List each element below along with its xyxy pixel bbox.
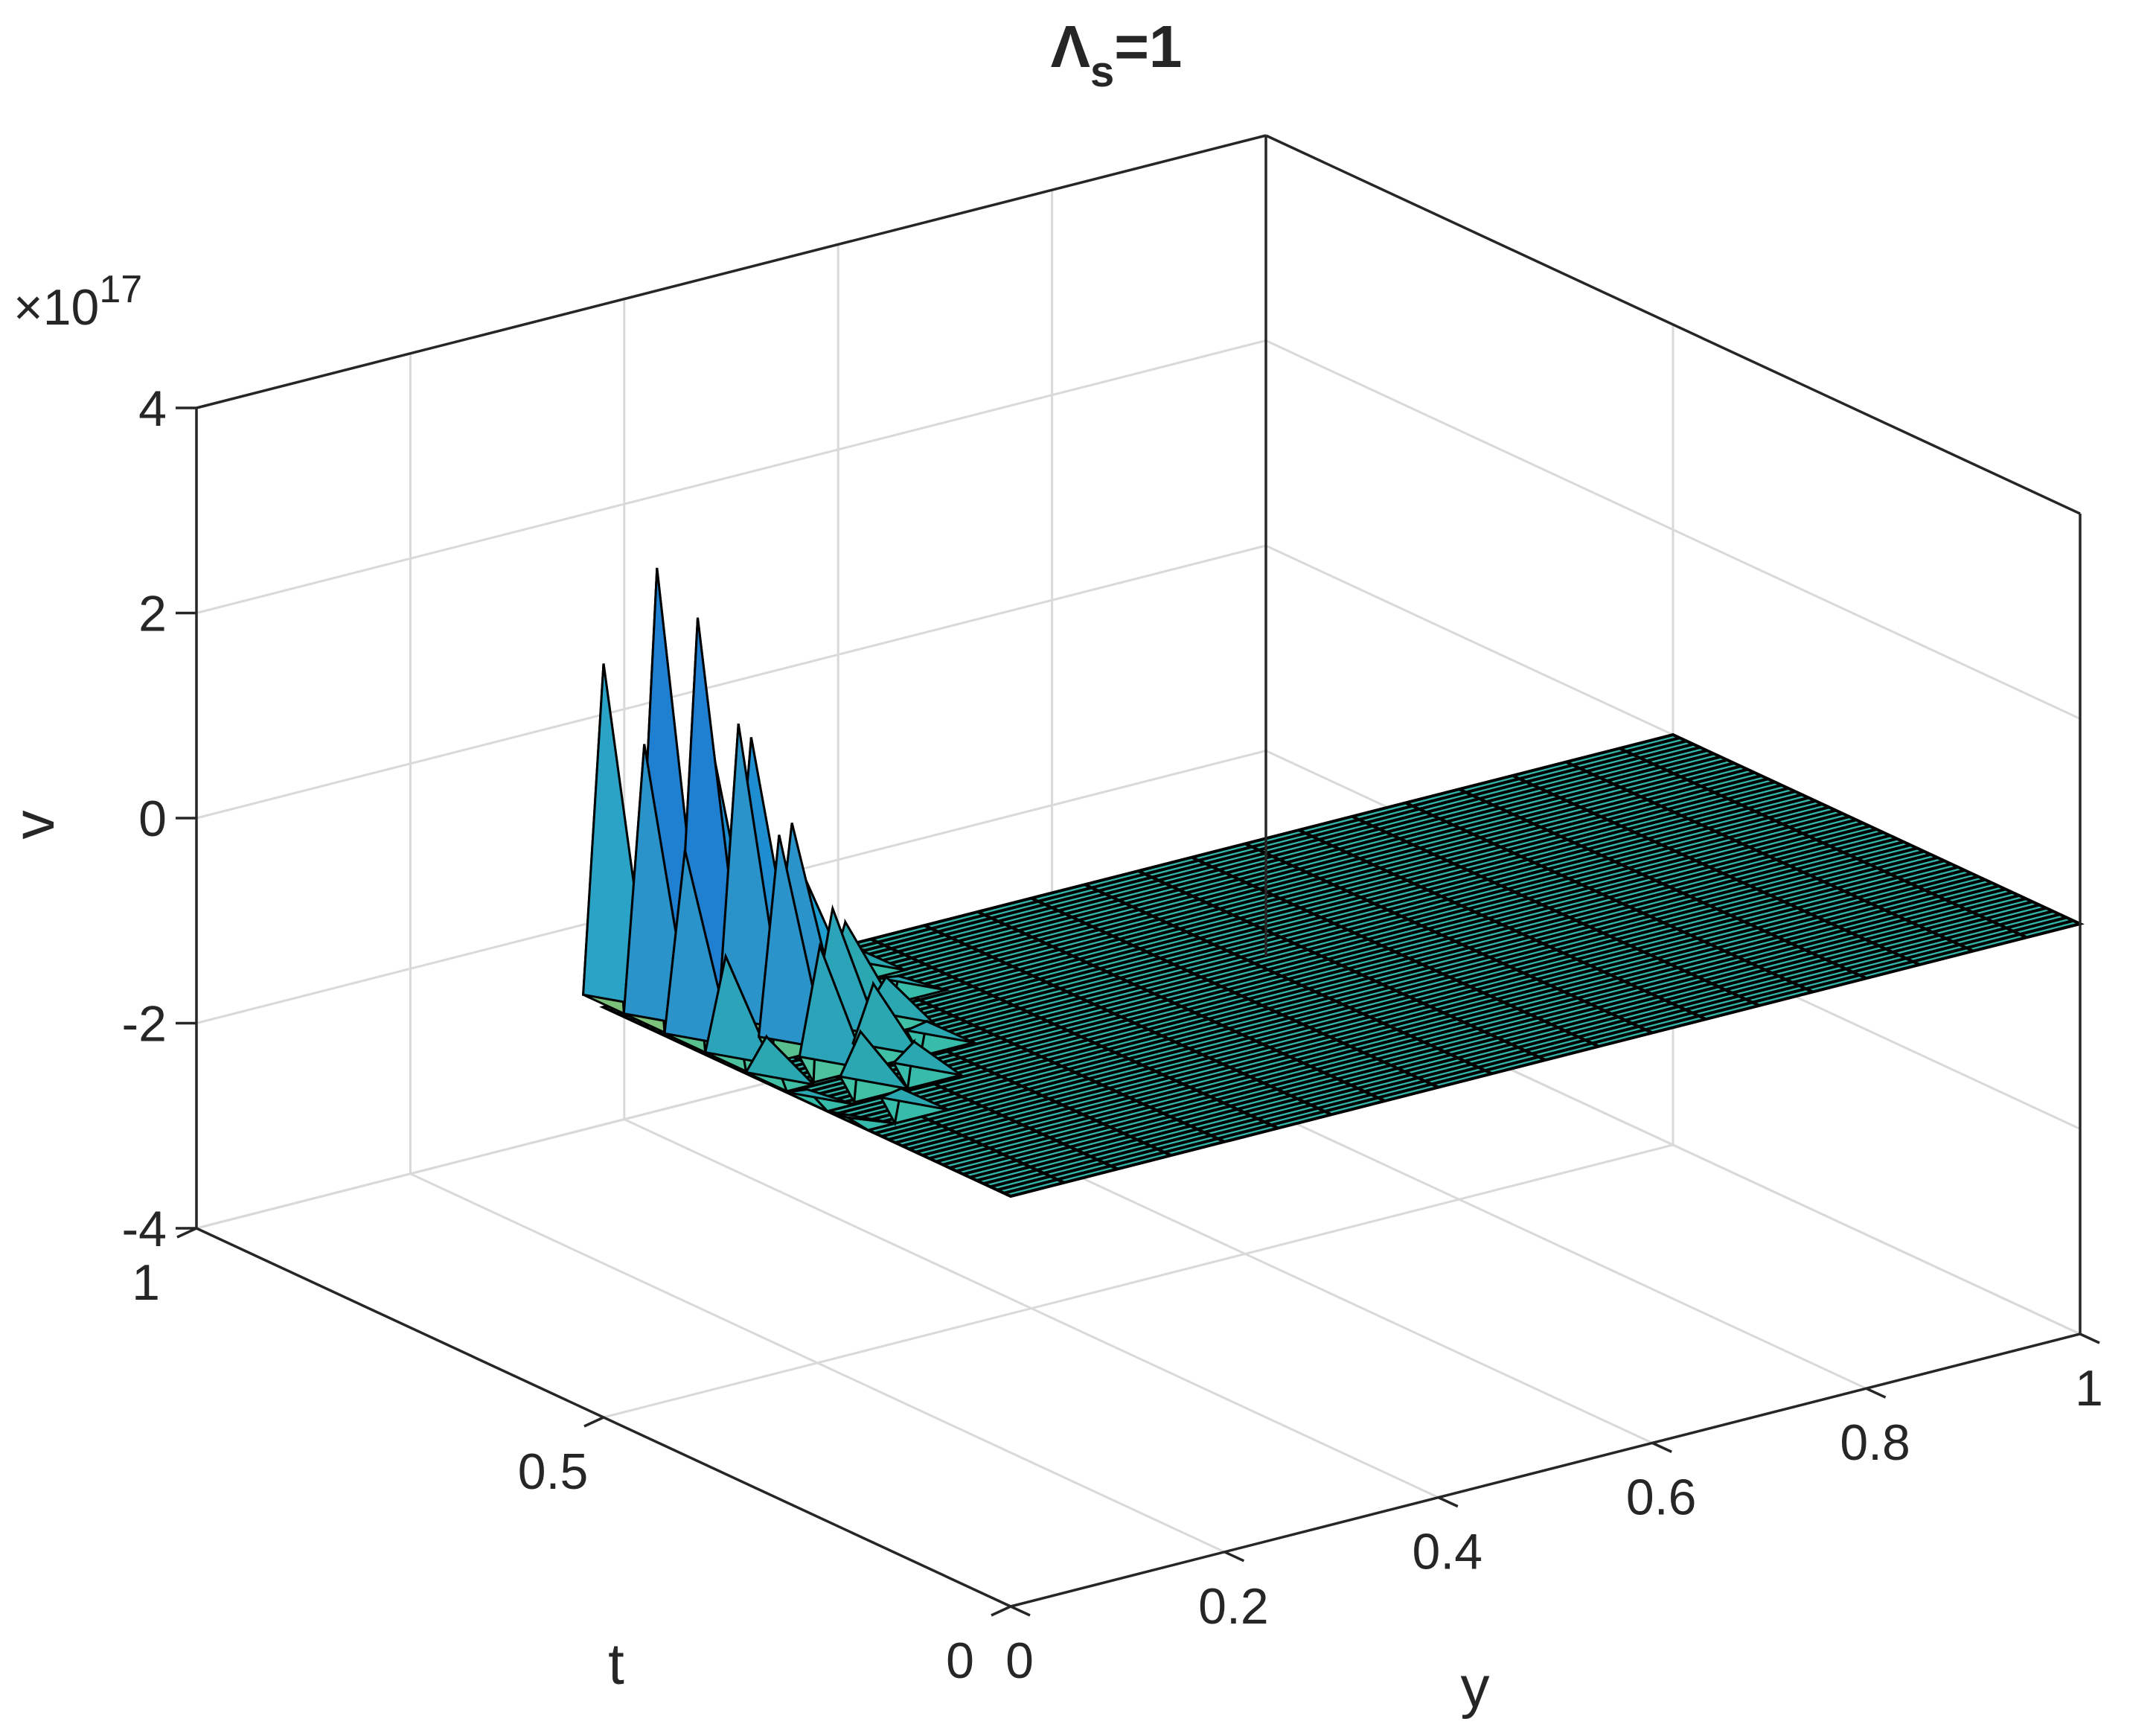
chart-title: Λs=1 (1051, 13, 1183, 96)
surface-spike-face-shaded (851, 981, 923, 1057)
y-axis-line (1010, 1332, 2081, 1608)
surface-mesh-line-y (1619, 747, 2027, 939)
grid-line-z-back (196, 544, 1267, 820)
y-tick-label: 0.6 (1626, 1469, 1697, 1525)
surface-spike-face-shaded (878, 974, 947, 992)
surface-mesh-line-y (870, 937, 1279, 1130)
y-tick-mark (1223, 1551, 1245, 1563)
surface-mesh-line-y (1512, 774, 1921, 966)
t-tick-mark (991, 1605, 1011, 1617)
surface-spike-face-shaded (663, 849, 734, 1047)
y-axis-label: y (1461, 1654, 1490, 1720)
surface-mesh-line-y (1191, 855, 1600, 1048)
z-axis-multiplier-exponent: 17 (99, 268, 142, 311)
t-tick-label: 1 (132, 1254, 160, 1311)
surface-spike-face-shaded (757, 834, 828, 1050)
y-tick-label: 1 (2075, 1360, 2103, 1417)
surface-spike-face-shaded (902, 1020, 975, 1044)
z-axis-multiplier: ×1017 (13, 268, 142, 336)
y-tick-mark (1438, 1496, 1459, 1508)
surface-mesh-line-y (1404, 801, 1814, 994)
surface-mesh-line-y (1244, 842, 1654, 1035)
surface-spike-face-shaded (704, 952, 775, 1066)
surface-mesh-line-y (1084, 883, 1493, 1076)
z-tick-label: -2 (122, 996, 167, 1053)
surface-spike-face-shaded (786, 1088, 855, 1105)
surface-mesh-line-y (1030, 896, 1439, 1089)
y-tick-label: 0.8 (1840, 1414, 1910, 1471)
surface-mesh-line-y (924, 924, 1332, 1117)
title-main: Λ (1051, 13, 1090, 80)
t-tick-mark (176, 1227, 197, 1239)
surface-mesh-line-y (1298, 829, 1706, 1021)
box-edge-side-top (1265, 134, 2081, 515)
box-edge-back-top (196, 134, 1267, 409)
z-tick-label: 0 (138, 791, 167, 847)
surface-spike-face-shaded (838, 1030, 911, 1091)
z-tick-label: 2 (138, 586, 167, 642)
z-tick-label: -4 (122, 1201, 167, 1257)
t-tick-mark (583, 1416, 604, 1428)
title-suffix: =1 (1114, 13, 1182, 80)
surface-mesh-line-y (1352, 814, 1760, 1007)
z-axis-multiplier-base: ×10 (13, 279, 99, 336)
t-axis-label: t (608, 1631, 624, 1697)
grid-line-t-floor (603, 1143, 1674, 1419)
grid-line-z-back (196, 339, 1267, 614)
y-tick-mark (2079, 1332, 2100, 1344)
surface-spike-face-shaded (877, 1087, 949, 1111)
surface-mesh-line-y (1458, 788, 1867, 980)
surface-mesh-line-y (1565, 760, 1974, 953)
y-tick-mark (1010, 1605, 1031, 1617)
surface-mesh (582, 567, 2085, 1198)
surface-spike-face-shaded (891, 1040, 962, 1076)
y-tick-label: 0 (1005, 1632, 1034, 1689)
z-axis-label: v (1, 811, 66, 840)
y-tick-label: 0.2 (1198, 1578, 1269, 1635)
surface-spike-face-shaded (798, 942, 869, 1070)
y-tick-mark (1865, 1387, 1887, 1399)
surface-mesh-line-y (1137, 869, 1546, 1062)
z-tick-label: 4 (138, 380, 167, 437)
surface-mesh-line-y (977, 910, 1386, 1102)
y-tick-label: 0.4 (1413, 1524, 1483, 1580)
t-tick-label: 0 (946, 1632, 974, 1689)
surface-spike-face-shaded (744, 1035, 817, 1087)
title-subscript: s (1090, 48, 1114, 96)
surface-spike-face-shaded (827, 1110, 895, 1125)
t-tick-label: 0.5 (518, 1443, 589, 1500)
axes: -4 -2 0 2 4 0 0.2 0.4 0.6 0.8 1 0 0.5 1 (122, 134, 2103, 1689)
y-tick-mark (1651, 1441, 1672, 1453)
